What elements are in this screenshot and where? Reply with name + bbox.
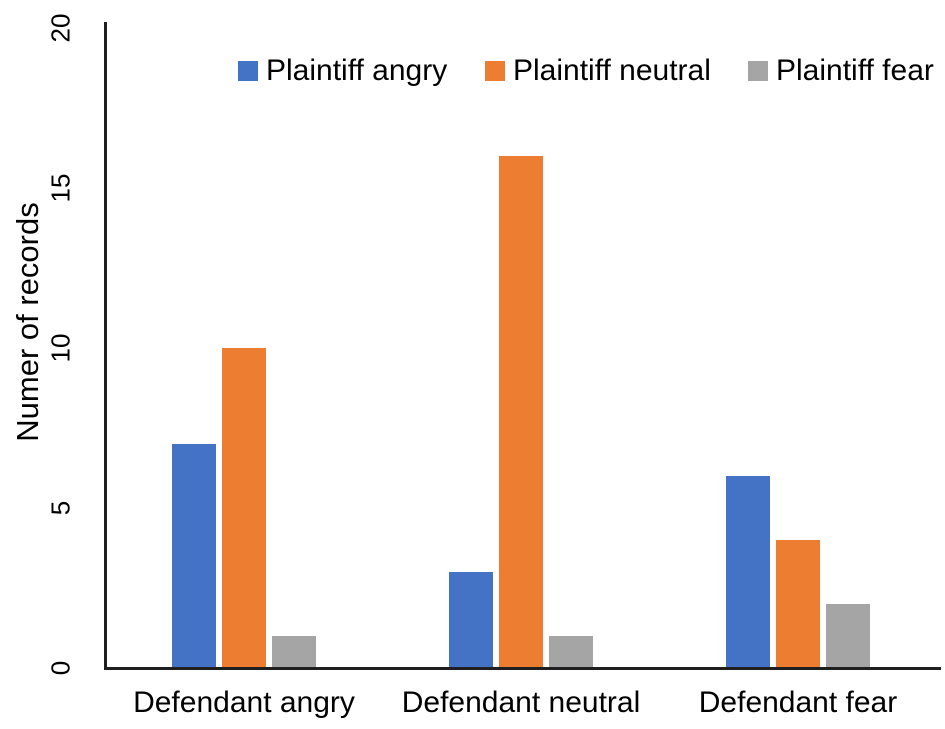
bar-plaintiff-fear-defendant-neutral [549,636,593,668]
y-tick-label-15: 15 [45,173,76,203]
legend-item-plaintiff-fear: Plaintiff fear [748,56,934,86]
legend-label-plaintiff-fear: Plaintiff fear [776,54,934,87]
legend-label-plaintiff-angry: Plaintiff angry [266,54,448,87]
legend: Plaintiff angry Plaintiff neutral Plaintif… [0,0,945,90]
legend-item-plaintiff-angry: Plaintiff angry [238,56,447,86]
bar-plaintiff-neutral-defendant-neutral [499,156,543,668]
bar-plaintiff-angry-defendant-neutral [449,572,493,668]
x-label-defendant-angry: Defendant angry [133,686,355,719]
legend-label-plaintiff-neutral: Plaintiff neutral [513,54,711,87]
bar-plaintiff-fear-defendant-fear [826,604,870,668]
x-axis-line [104,667,941,670]
legend-swatch-icon-plaintiff-fear [748,61,768,81]
bar-plaintiff-angry-defendant-fear [726,476,770,668]
x-label-defendant-neutral: Defendant neutral [401,686,641,719]
y-axis-title: Numer of records [10,202,45,442]
y-tick-label-0: 0 [45,660,76,676]
bar-plaintiff-neutral-defendant-angry [222,348,266,668]
y-axis-line [104,22,107,670]
bar-plaintiff-neutral-defendant-fear [776,540,820,668]
y-tick-label-10: 10 [45,333,76,363]
x-label-defendant-fear: Defendant fear [698,686,898,719]
legend-swatch-icon-plaintiff-angry [238,61,258,81]
legend-item-plaintiff-neutral: Plaintiff neutral [485,56,711,86]
bar-plaintiff-fear-defendant-angry [272,636,316,668]
bar-plaintiff-angry-defendant-angry [172,444,216,668]
legend-swatch-icon-plaintiff-neutral [485,61,505,81]
y-tick-label-5: 5 [45,500,76,516]
